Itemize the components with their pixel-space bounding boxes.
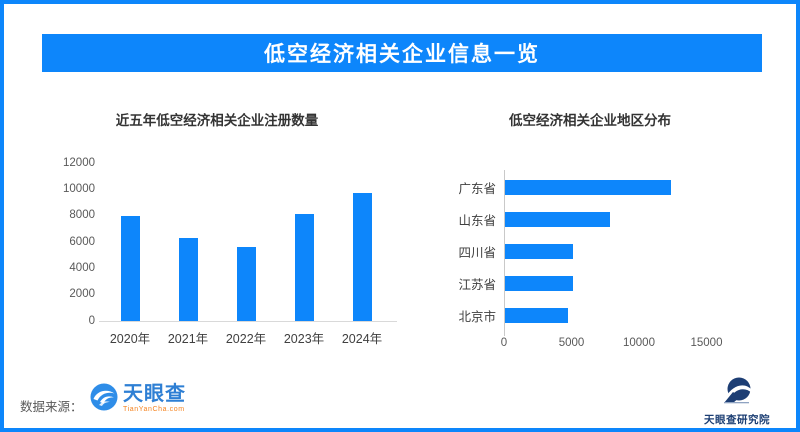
left-chart-x-axis-labels: 2020年 2021年 2022年 2023年 2024年: [101, 328, 391, 347]
horizontal-bar-广东省: [505, 179, 672, 195]
vertical-bar-2022年: [236, 247, 256, 321]
institute-logo: 天眼查研究院: [696, 376, 778, 427]
right-chart-y-axis-line: [504, 170, 505, 336]
y-tick-label: 2000: [69, 288, 95, 301]
left-chart-x-axis-line: [99, 321, 397, 322]
category-label: 广东省: [458, 181, 496, 196]
x-tick-label: 2024年: [341, 332, 383, 346]
category-label: 北京市: [458, 309, 496, 324]
bar-row: 山东省: [440, 203, 750, 235]
bar-row: 广东省: [440, 171, 750, 203]
x-tick-label: 2020年: [109, 332, 151, 346]
bar-row: 北京市: [440, 299, 750, 331]
right-chart-x-axis-labels: 0 5000 10000 15000: [440, 337, 760, 351]
right-chart-plot-area: 广东省山东省四川省江苏省北京市: [440, 171, 750, 331]
horizontal-bar-四川省: [505, 243, 573, 259]
left-chart-title: 近五年低空经济相关企业注册数量: [115, 113, 319, 128]
bar-row: 四川省: [440, 235, 750, 267]
y-tick-label: 10000: [63, 182, 95, 195]
y-tick-label: 4000: [69, 261, 95, 274]
horizontal-bar-江苏省: [505, 275, 573, 291]
category-label: 山东省: [458, 213, 496, 228]
x-tick-label: 0: [500, 337, 508, 349]
bar-slot: [101, 163, 159, 321]
vertical-bar-2021年: [178, 238, 198, 321]
y-tick-label: 12000: [63, 156, 95, 169]
page-title-banner: 低空经济相关企业信息一览: [42, 34, 762, 72]
x-tick-label: 2022年: [225, 332, 267, 346]
bar-row: 江苏省: [440, 267, 750, 299]
y-tick-label: 8000: [69, 209, 95, 222]
horizontal-bar-北京市: [505, 307, 569, 323]
tianyancha-logo-text: 天眼查: [123, 383, 186, 405]
category-label: 四川省: [458, 245, 496, 260]
y-tick-label: 6000: [69, 235, 95, 248]
bar-slot: [159, 163, 217, 321]
page-title: 低空经济相关企业信息一览: [264, 43, 540, 66]
bar-slot: [333, 163, 391, 321]
vertical-bar-2024年: [352, 193, 372, 321]
tianyancha-logo: 天眼查 TianYanCha.com: [90, 383, 186, 416]
vertical-bar-2023年: [294, 214, 314, 321]
x-tick-label: 5000: [558, 337, 585, 349]
horizontal-bar-山东省: [505, 211, 611, 227]
x-tick-label: 2023年: [283, 332, 325, 346]
tianyancha-eye-swirl-icon: [90, 383, 118, 416]
x-tick-label: 15000: [690, 337, 723, 349]
y-tick-label: 0: [88, 314, 95, 327]
x-tick-label: 10000: [623, 337, 655, 349]
vertical-bar-2020年: [120, 215, 140, 321]
data-source-label: 数据来源：: [20, 400, 83, 414]
right-chart-title: 低空经济相关企业地区分布: [509, 113, 671, 128]
left-chart-plot-area: [101, 163, 391, 321]
left-chart-y-axis: 0 2000 4000 6000 8000 10000 12000: [46, 157, 95, 327]
tianyancha-institute-emblem-icon: [719, 376, 755, 411]
x-tick-label: 2021年: [167, 332, 209, 346]
tianyancha-logo-subtext: TianYanCha.com: [123, 406, 185, 413]
institute-label: 天眼查研究院: [704, 414, 770, 426]
category-label: 江苏省: [458, 277, 496, 292]
bar-slot: [217, 163, 275, 321]
bar-slot: [275, 163, 333, 321]
